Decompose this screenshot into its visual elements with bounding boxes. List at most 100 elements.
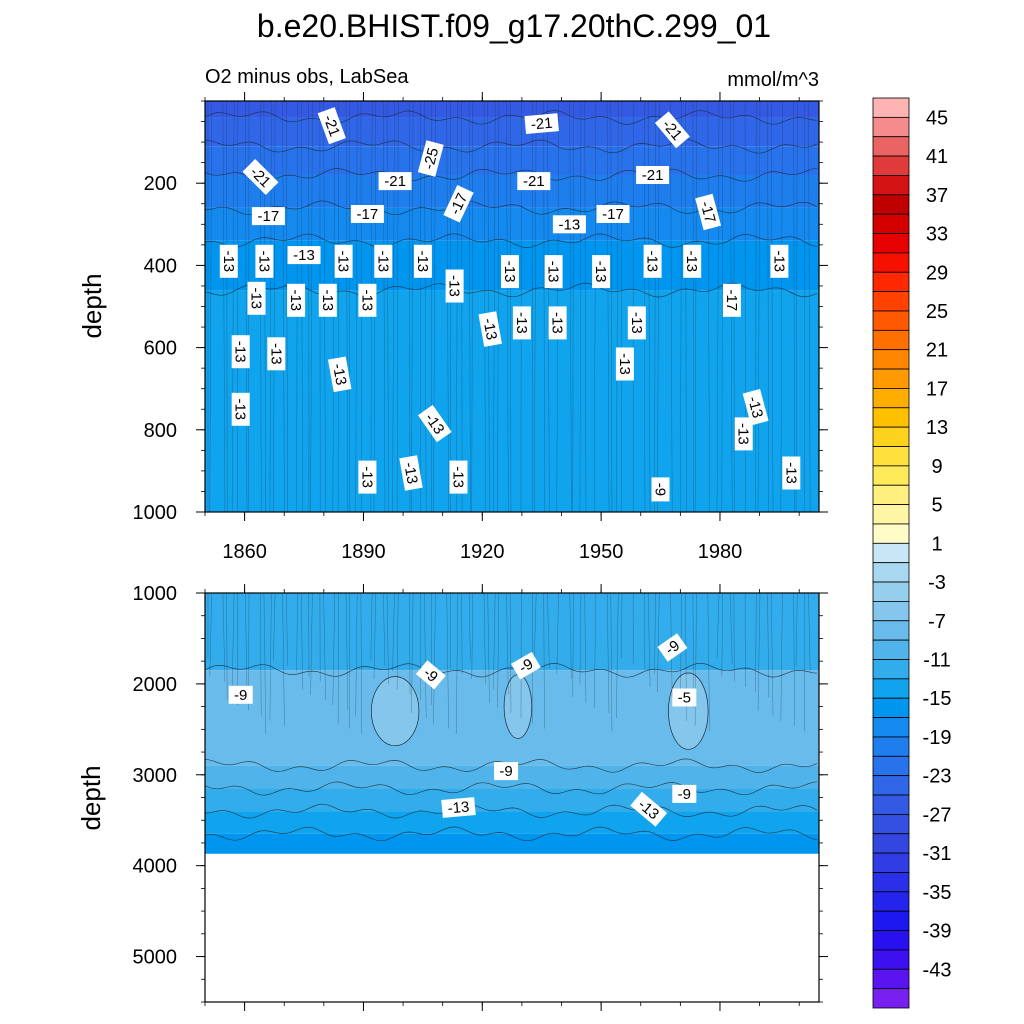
contour-line [755, 101, 757, 512]
colorbar-tick-label: -31 [923, 843, 952, 865]
contour-label-text: -13 [255, 250, 272, 272]
contour-label-box [695, 193, 722, 231]
upper-axes: 200 400 600 800 1000 1860 1890 1920 1950 1980 [133, 92, 828, 563]
contour-line [483, 593, 486, 685]
depth-band [205, 593, 819, 671]
contour-line [803, 101, 806, 512]
contour-label: -13 [683, 244, 702, 278]
x-tick-label: 1950 [579, 541, 624, 563]
contour-label: -9 [511, 651, 541, 680]
contour-line [533, 101, 537, 512]
contour-label-box [358, 460, 377, 494]
contour-line [273, 101, 276, 512]
contour-line [396, 593, 399, 690]
colorbar-tick-label: 29 [926, 262, 948, 284]
colorbar-swatch [872, 446, 910, 467]
contour-line [621, 593, 623, 659]
contour-line [332, 593, 336, 706]
colorbar-swatch [872, 252, 910, 273]
contour-line [286, 101, 288, 512]
colorbar-swatch [872, 794, 910, 815]
contour-label: -13 [399, 455, 423, 491]
contour-line [803, 593, 806, 732]
contour-label-box [334, 244, 353, 278]
contour-line [355, 101, 358, 512]
contour-label-text: -21 [320, 113, 343, 139]
contour-line [231, 593, 235, 687]
upper-subtitle-left: O2 minus obs, LabSea [205, 66, 409, 88]
contour-label: -13 [219, 244, 238, 278]
contour-line [606, 101, 610, 512]
contour-line [716, 593, 720, 659]
contour-label: -13 [413, 244, 432, 278]
colorbar-swatch [872, 542, 910, 564]
contour-label-box [672, 784, 697, 803]
contour-label: -13 [512, 306, 531, 340]
contour-line [370, 593, 373, 661]
contour-line [767, 593, 770, 698]
depth-band [205, 117, 819, 147]
colorbar-swatch [872, 910, 910, 931]
colorbar-tick-label: -43 [923, 959, 952, 981]
colorbar-swatch [872, 659, 910, 680]
contour-label: -13 [358, 460, 377, 494]
colorbar-swatch [872, 136, 910, 157]
contour-line [770, 101, 774, 512]
colorbar-swatch [872, 833, 910, 854]
contour-label: -13 [548, 306, 567, 340]
contour-line [323, 593, 326, 700]
contour-label-box [267, 337, 286, 371]
contour-label-box [358, 283, 377, 317]
contour-line [269, 593, 272, 721]
contour-label-text: -13 [293, 247, 315, 264]
contour-line [694, 101, 697, 512]
contour-label-text: -13 [414, 250, 431, 272]
colorbar-tick-label: 13 [926, 417, 948, 439]
contour-line [461, 101, 463, 512]
contour-line [205, 110, 818, 125]
contour-label: -9 [651, 477, 670, 502]
contour-label-box [782, 456, 801, 490]
contour-line [569, 101, 572, 512]
contour-label-text: -9 [652, 483, 669, 496]
colorbar-swatch [872, 988, 910, 1009]
colorbar-tick-label: 21 [926, 340, 948, 362]
contour-line [770, 593, 774, 716]
contour-label-box [636, 166, 670, 184]
colorbar-swatch [872, 717, 910, 738]
contour-line [644, 593, 646, 669]
contour-label-text: -13 [770, 250, 787, 272]
colorbar-swatch [872, 813, 910, 835]
colorbar-swatch [872, 562, 910, 583]
contour-label-text: -13 [358, 289, 375, 311]
colorbar-swatch [872, 155, 910, 176]
contour-label-box [255, 244, 274, 278]
contour-line [263, 593, 267, 734]
contour-line [273, 593, 276, 661]
colorbar-tick-label: 41 [926, 146, 948, 168]
colorbar-swatch [872, 426, 910, 447]
depth-band [205, 788, 819, 812]
contour-line [471, 593, 474, 680]
colorbar-tick-label: -7 [928, 611, 946, 633]
contour-label: -21 [517, 172, 551, 191]
contour-line [455, 593, 459, 734]
contour-label: -17 [251, 207, 285, 226]
contour-label-text: -13 [329, 362, 350, 386]
upper-subtitle-right: mmol/m^3 [727, 69, 819, 91]
contour-label-text: -13 [374, 250, 391, 272]
contour-line [493, 101, 496, 512]
contour-label-text: -5 [678, 690, 691, 707]
contour-label-box [501, 255, 519, 289]
contour-line [579, 593, 582, 685]
contour-line [493, 593, 496, 690]
contour-line [670, 101, 673, 512]
contour-label-text: -17 [602, 206, 624, 223]
contour-label: -9 [672, 784, 697, 803]
no-data-region [205, 853, 819, 1002]
contour-line [300, 593, 303, 690]
depth-band [205, 174, 819, 208]
contour-label-box [231, 335, 250, 369]
contour-line [446, 101, 449, 512]
contour-line [282, 101, 285, 512]
